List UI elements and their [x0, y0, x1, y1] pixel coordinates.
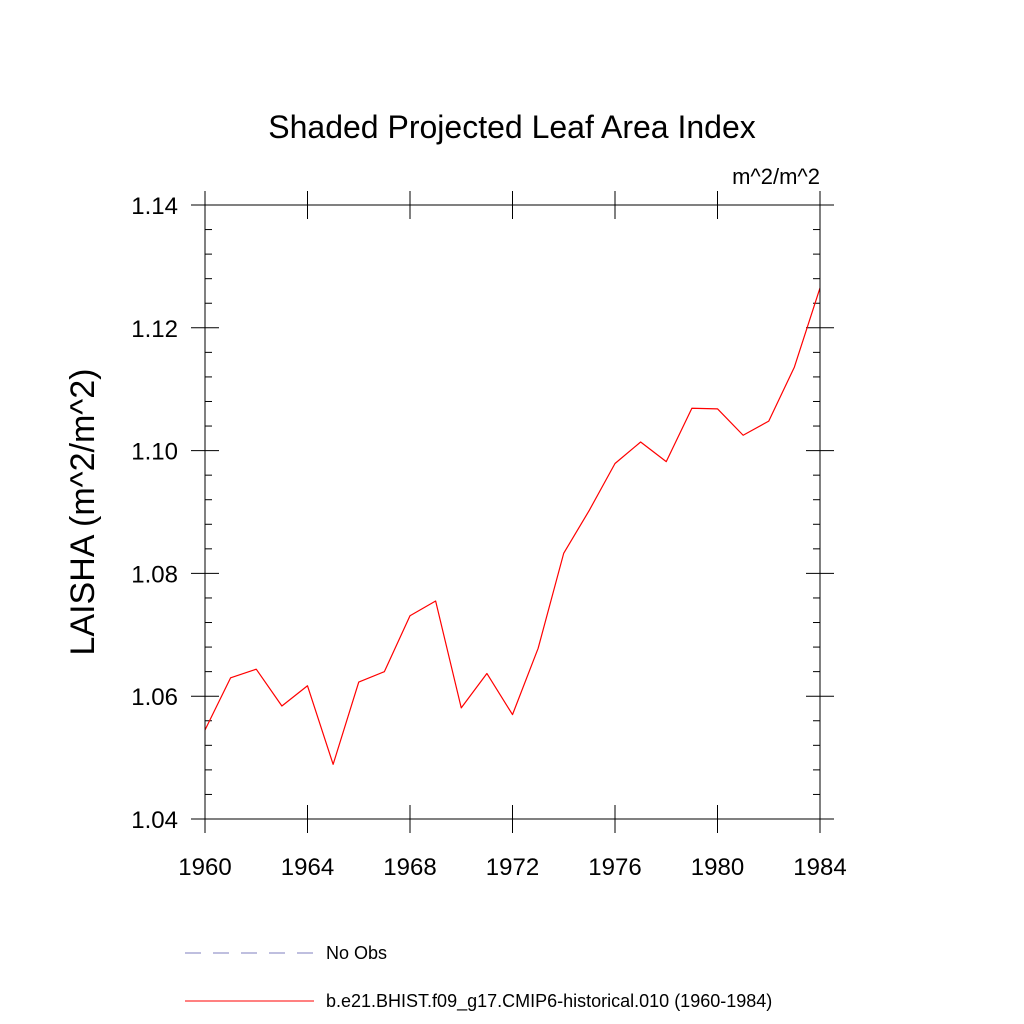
x-tick-label: 1972 — [486, 854, 539, 881]
x-tick-label: 1984 — [793, 854, 846, 881]
x-tick-label: 1968 — [383, 854, 436, 881]
x-tick-label: 1960 — [178, 854, 231, 881]
units-label: m^2/m^2 — [732, 164, 820, 189]
x-tick-label: 1976 — [588, 854, 641, 881]
x-tick-label: 1964 — [281, 854, 334, 881]
legend: No Obs b.e21.BHIST.f09_g17.CMIP6-historic… — [185, 943, 772, 1012]
legend-label: b.e21.BHIST.f09_g17.CMIP6-historical.010… — [326, 991, 772, 1012]
y-tick-label: 1.12 — [131, 316, 178, 343]
legend-label: No Obs — [326, 943, 387, 963]
y-tick-label: 1.06 — [131, 684, 178, 711]
axis-tick-labels: 1960 1964 1968 1972 1976 1980 1984 1.04 1.06 1.08… — [131, 193, 846, 881]
y-tick-label: 1.14 — [131, 193, 178, 220]
axis-ticks — [191, 191, 834, 833]
plot-frame — [204, 204, 821, 820]
x-tick-label: 1980 — [691, 854, 744, 881]
chart-title: Shaded Projected Leaf Area Index — [268, 109, 755, 145]
y-tick-label: 1.10 — [131, 439, 178, 466]
y-tick-label: 1.08 — [131, 561, 178, 588]
data-series — [204, 287, 821, 765]
y-axis-label: LAISHA (m^2/m^2) — [64, 369, 102, 656]
y-tick-label: 1.04 — [131, 807, 178, 834]
series-line — [204, 287, 821, 765]
